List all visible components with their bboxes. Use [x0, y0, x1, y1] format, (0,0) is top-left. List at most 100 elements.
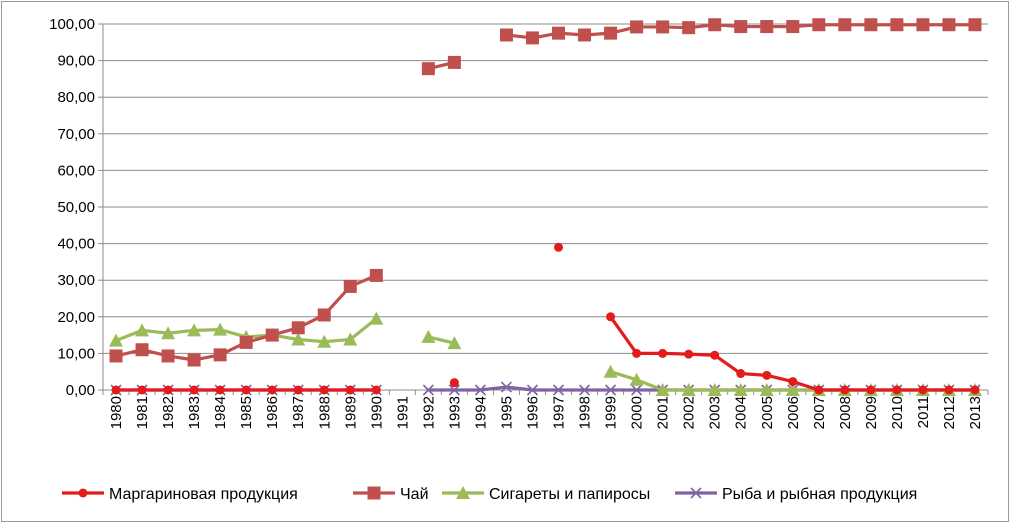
series-3-point — [422, 384, 434, 396]
series-2-point — [759, 383, 774, 396]
series-0-point — [840, 385, 850, 395]
x-tick-label: 2003 — [707, 396, 724, 429]
y-tick-label: 0,00 — [66, 382, 95, 399]
x-tick-label: 2013 — [967, 396, 984, 429]
series-0-point — [215, 385, 225, 395]
x-axis-tick-labels: 1980 1981 1982 1983 1984 1985 1986 1987 1988 1989… — [108, 396, 984, 429]
x-tick-label: 1992 — [420, 396, 437, 429]
series-0-point — [293, 385, 303, 395]
series-3-point — [474, 384, 486, 396]
x-tick-label: 2006 — [785, 396, 802, 429]
x-tick-label: 1990 — [368, 396, 385, 429]
series-3-point — [500, 381, 513, 393]
series-2-point — [161, 326, 176, 340]
series-2-line — [427, 335, 455, 345]
x-tick-label: 1985 — [238, 396, 255, 429]
y-tick-label: 70,00 — [57, 126, 95, 143]
series-3-point — [552, 384, 565, 396]
series-0-point — [189, 385, 199, 395]
series-0-point — [684, 349, 694, 359]
series-1-point — [968, 18, 982, 32]
x-tick-label: 2007 — [811, 396, 828, 429]
series-1-point — [630, 20, 644, 34]
legend-label: Сигареты и папиросы — [489, 486, 650, 503]
x-tick-label: 1980 — [108, 396, 125, 429]
x-tick-label: 1987 — [290, 396, 307, 429]
series-0-point — [710, 350, 720, 360]
series-0-point — [449, 378, 459, 388]
series-0-point — [111, 385, 121, 395]
series-2-point — [733, 383, 748, 396]
series-0-point — [736, 369, 746, 379]
x-tick-label: 1983 — [186, 396, 203, 429]
series-1-point — [604, 26, 618, 40]
series-1-point — [421, 62, 435, 76]
series-3-point — [448, 384, 460, 396]
y-tick-label: 20,00 — [57, 309, 95, 326]
x-tick-label: 2009 — [863, 396, 880, 429]
x-tick-label: 2004 — [733, 396, 750, 429]
x-tick-label: 1991 — [394, 396, 411, 429]
series-1-point — [525, 31, 539, 45]
x-tick-label: 2012 — [941, 396, 958, 429]
series-2-point — [421, 329, 436, 343]
y-tick-label: 100,00 — [49, 16, 95, 33]
series-3-point — [631, 384, 643, 396]
y-tick-label: 10,00 — [57, 345, 95, 362]
legend-label: Рыба и рыбная продукция — [722, 486, 917, 503]
series-1-point — [369, 268, 383, 282]
series-2-point — [681, 383, 696, 396]
series-1-point — [682, 21, 696, 35]
x-tick-label: 1998 — [577, 396, 594, 429]
series-1-point — [838, 18, 852, 32]
x-tick-label: 1999 — [603, 396, 620, 429]
x-tick-label: 2002 — [681, 396, 698, 429]
x-tick-label: 1993 — [446, 396, 463, 429]
y-tick-label: 40,00 — [57, 236, 95, 253]
x-tick-label: 2005 — [759, 396, 776, 429]
series-0-point — [814, 385, 824, 395]
y-tick-label: 90,00 — [57, 53, 95, 70]
series-2-point — [629, 372, 644, 386]
series-1-point — [343, 279, 357, 293]
series-2-point — [109, 333, 124, 347]
x-tick-label: 2000 — [629, 396, 646, 429]
series-0-point — [632, 348, 642, 358]
series-2-point — [785, 383, 800, 396]
x-tick-label: 1981 — [134, 396, 151, 429]
x-tick-label: 2010 — [889, 396, 906, 429]
series-2-point — [707, 383, 722, 396]
legend: Маргариновая продукция Чай Сигареты и папи… — [62, 486, 917, 503]
series-1-point — [135, 343, 149, 357]
series-1-point — [812, 18, 826, 32]
series-1-point — [239, 335, 253, 349]
series-1-point — [499, 28, 513, 42]
series-2-point — [655, 383, 670, 396]
x-tick-label: 1989 — [342, 396, 359, 429]
legend-label: Маргариновая продукция — [109, 486, 298, 503]
x-tick-label: 2001 — [655, 396, 672, 429]
legend-marker — [78, 488, 88, 498]
series-1-point — [708, 18, 722, 32]
series-0-point — [866, 385, 876, 395]
series-1-point — [942, 18, 956, 32]
series-1-point — [161, 349, 175, 363]
x-tick-label: 1997 — [551, 396, 568, 429]
x-tick-label: 1982 — [160, 396, 177, 429]
series-2-point — [447, 336, 462, 350]
series-0-point — [788, 377, 798, 387]
series-0-point — [606, 312, 616, 322]
series-markers — [109, 18, 982, 396]
x-tick-label: 1996 — [524, 396, 541, 429]
axes — [98, 23, 989, 395]
series-2-point — [369, 311, 384, 325]
series-0-point — [319, 385, 329, 395]
series-1-point — [265, 328, 279, 342]
series-1-point — [786, 20, 800, 34]
series-1-point — [890, 18, 904, 32]
series-0-point — [918, 385, 928, 395]
x-tick-label: 1986 — [264, 396, 281, 429]
series-0-point — [970, 385, 980, 395]
